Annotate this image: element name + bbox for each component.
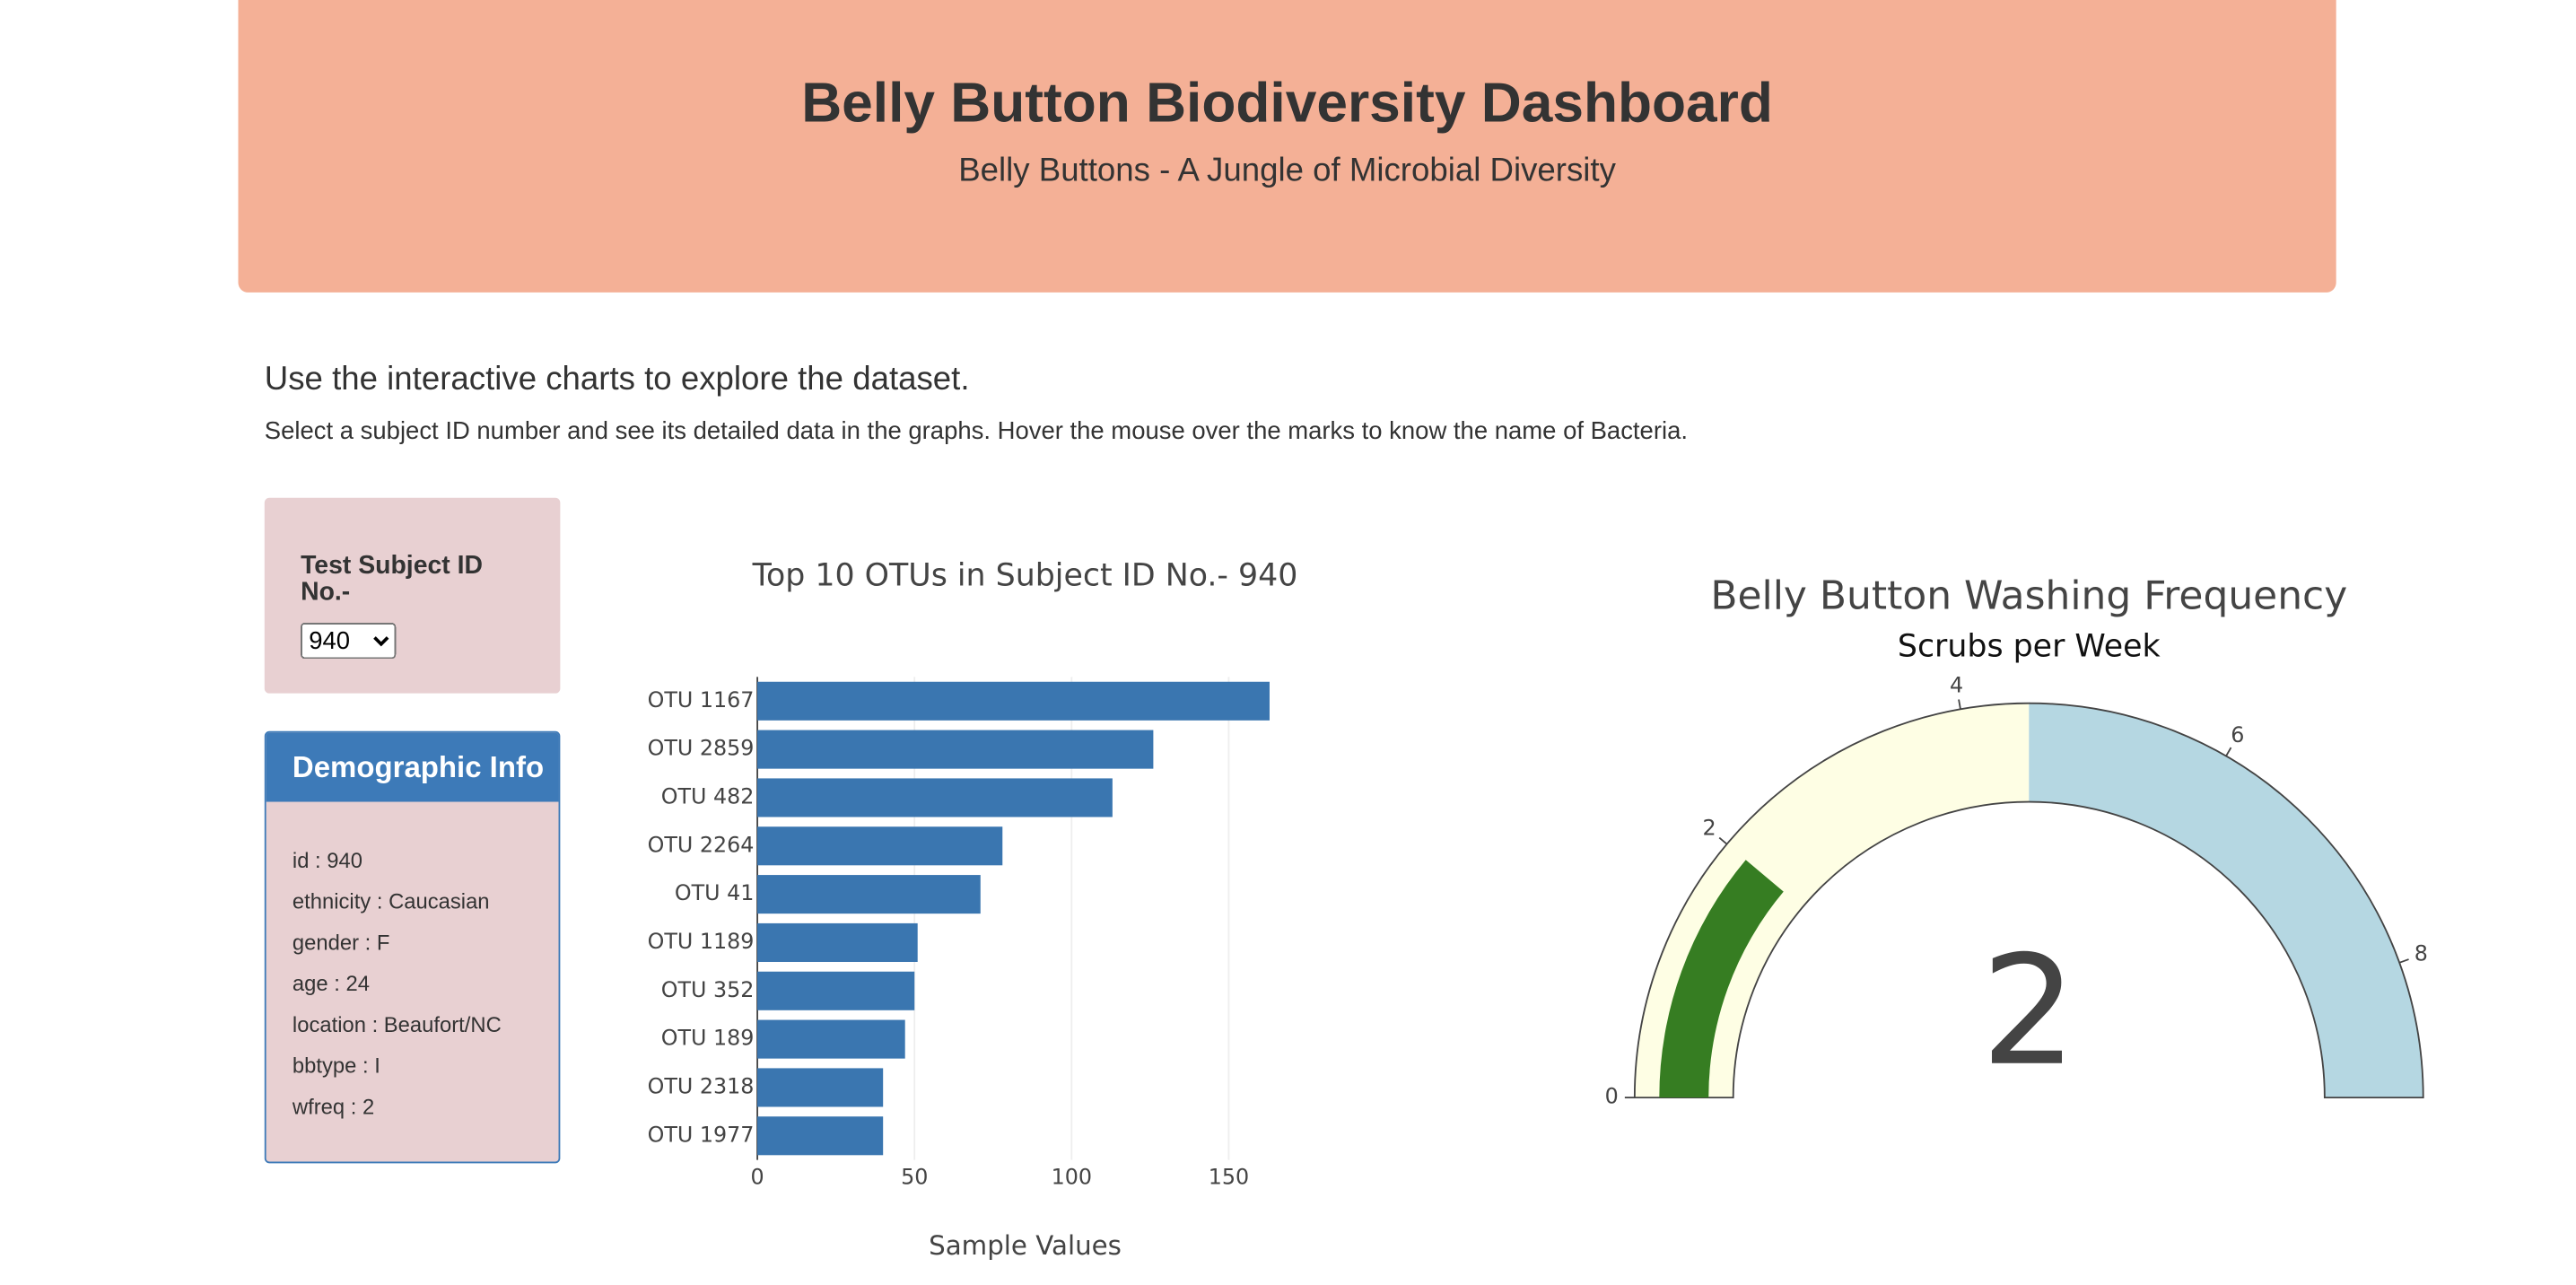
y-tick-label: OTU 1977: [648, 1122, 755, 1147]
y-tick-label: OTU 482: [661, 783, 755, 809]
demographic-item: wfreq : 2: [292, 1094, 375, 1119]
gauge-tick-label: 8: [2414, 941, 2428, 966]
gauge-tick-label: 0: [1605, 1084, 1619, 1109]
selector-label: Test Subject ID No.-: [301, 552, 483, 607]
gauge-step: [2029, 703, 2423, 1098]
gauge-value: 2: [1981, 923, 2077, 1099]
demographic-panel: Demographic Info id : 940 ethnicity : Cau…: [264, 730, 561, 1164]
y-tick-label: OTU 352: [661, 977, 755, 1002]
gauge-outline: [1633, 702, 2424, 1099]
header-title: Belly Button Biodiversity Dashboard: [801, 72, 1773, 135]
y-tick-label: OTU 41: [675, 880, 755, 905]
bar: [757, 922, 918, 962]
y-tick-label: OTU 1189: [648, 929, 755, 954]
y-tick-label: OTU 2859: [648, 736, 755, 761]
gauge-title: Belly Button Washing Frequency: [1710, 573, 2347, 618]
x-tick-label: 150: [1209, 1164, 1249, 1189]
gauge-bar: [1659, 860, 1784, 1098]
demographic-item: gender : F: [292, 930, 390, 955]
demographic-title: Demographic Info: [266, 732, 559, 802]
header: Belly Button Biodiversity Dashboard Bell…: [238, 0, 2336, 293]
selector-panel: Test Subject ID No.- 940: [264, 497, 561, 694]
intro-heading: Use the interactive charts to explore th…: [264, 361, 970, 398]
demographic-item: ethnicity : Caucasian: [292, 888, 490, 914]
x-tick-label: 100: [1052, 1164, 1092, 1189]
bar: [757, 826, 1003, 866]
y-tick-label: OTU 1167: [648, 687, 755, 712]
gauge-subtitle: Scrubs per Week: [1898, 628, 2161, 664]
gauge-tick: [1958, 699, 1961, 710]
bar: [757, 875, 981, 914]
gauge-tick: [2225, 747, 2232, 756]
bar: [757, 778, 1113, 817]
gauge-tick: [1718, 836, 1728, 845]
y-tick-label: OTU 2264: [648, 832, 755, 857]
bar: [757, 730, 1154, 769]
gauge-step: [1634, 703, 2030, 1098]
bar: [757, 681, 1270, 721]
subject-select[interactable]: 940: [301, 622, 397, 660]
bar: [757, 971, 915, 1010]
demographic-item: id : 940: [292, 847, 363, 873]
gauge-tick: [2398, 958, 2409, 964]
bar: [757, 1116, 884, 1156]
demographic-item: bbtype : I: [292, 1053, 380, 1079]
demographic-item: location : Beaufort/NC: [292, 1011, 502, 1037]
gauge-tick-label: 6: [2231, 722, 2244, 747]
gauge-tick-label: 2: [1702, 816, 1716, 841]
gauge-tick-label: 4: [1950, 673, 1963, 698]
x-axis-title: Sample Values: [929, 1230, 1122, 1261]
intro-text: Select a subject ID number and see its d…: [264, 417, 1689, 446]
chart-title: Top 10 OTUs in Subject ID No.- 940: [752, 558, 1298, 594]
header-subtitle: Belly Buttons - A Jungle of Microbial Di…: [958, 153, 1616, 189]
x-tick-label: 50: [901, 1164, 928, 1189]
y-tick-label: OTU 189: [661, 1026, 755, 1051]
bar: [757, 1068, 884, 1107]
demographic-item: age : 24: [292, 971, 370, 996]
bar: [757, 1019, 905, 1059]
y-tick-label: OTU 2318: [648, 1073, 755, 1098]
x-tick-label: 0: [751, 1164, 764, 1189]
